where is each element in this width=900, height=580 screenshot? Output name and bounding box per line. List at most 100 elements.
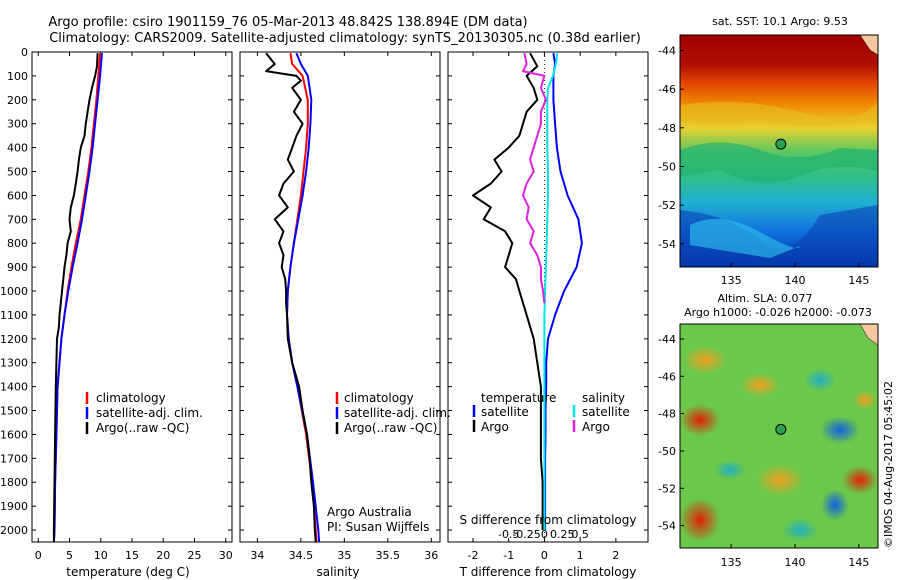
map-lon-tick-label: 140 bbox=[784, 556, 805, 569]
map-lon-tick-label: 145 bbox=[848, 274, 869, 287]
salinity-x-tick-label: 34.5 bbox=[289, 549, 314, 562]
difference-series-temperature-satellite bbox=[544, 53, 583, 530]
depth-tick-label: 1400 bbox=[0, 381, 28, 394]
pi-label: PI: Susan Wijffels bbox=[327, 520, 429, 534]
argo-australia-label: Argo Australia bbox=[327, 505, 412, 519]
temperature-x-tick-label: 5 bbox=[66, 549, 73, 562]
temperature-x-tick-label: 0 bbox=[35, 549, 42, 562]
depth-tick-label: 1000 bbox=[0, 285, 28, 298]
map-lat-tick-label: -50 bbox=[658, 160, 676, 173]
salinity-legend: climatology satellite-adj. clim. Argo(..… bbox=[335, 391, 451, 435]
difference-legend: temperature salinity satellite Argo sate… bbox=[472, 391, 630, 434]
figure-title-line2: Climatology: CARS2009. Satellite-adjuste… bbox=[49, 31, 641, 46]
sla-map-title2: Argo h1000: -0.026 h2000: -0.073 bbox=[684, 306, 872, 319]
legend-satellite-label: satellite-adj. clim. bbox=[96, 406, 203, 420]
sla-map-image bbox=[680, 324, 878, 548]
legend-salinity-header: salinity bbox=[582, 391, 625, 405]
depth-tick-label: 200 bbox=[7, 94, 28, 107]
map-lat-tick-label: -46 bbox=[658, 370, 676, 383]
map-lat-tick-label: -50 bbox=[658, 445, 676, 458]
sst-map-title: sat. SST: 10.1 Argo: 9.53 bbox=[712, 15, 848, 28]
legend-climatology-label: climatology bbox=[344, 391, 414, 405]
sst-map-axis-ticks: -44 -46 -48 -50 -52 -54 135 140 145 bbox=[658, 44, 869, 287]
sal-diff-x-tick-label: -0.25 bbox=[512, 528, 540, 541]
sla-map-axis-ticks: -44 -46 -48 -50 -52 -54 135 140 145 bbox=[658, 333, 869, 569]
depth-tick-label: 0 bbox=[21, 46, 28, 59]
depth-tick-label: 700 bbox=[7, 213, 28, 226]
legend-argo-label: Argo(..raw -QC) bbox=[344, 421, 437, 435]
temperature-series-argo-raw-qc- bbox=[52, 53, 99, 542]
map-lat-tick-label: -44 bbox=[658, 44, 676, 57]
figure-title-line1: Argo profile: csiro 1901159_76 05-Mar-20… bbox=[48, 15, 527, 30]
temperature-axis-ticks: 0 5 10 15 20 25 30 bbox=[35, 52, 233, 562]
legend-temp-satellite-label: satellite bbox=[481, 405, 529, 419]
sst-map-frame bbox=[679, 34, 879, 268]
depth-tick-label: 1200 bbox=[0, 333, 28, 346]
depth-tick-label: 1700 bbox=[0, 452, 28, 465]
s-difference-axis-label: S difference from climatology bbox=[460, 513, 637, 527]
map-lat-tick-label: -48 bbox=[658, 122, 676, 135]
map-lat-tick-label: -46 bbox=[658, 83, 676, 96]
depth-tick-label: 900 bbox=[7, 261, 28, 274]
difference-x-tick-label: 2 bbox=[612, 549, 619, 562]
depth-tick-label: 1500 bbox=[0, 405, 28, 418]
depth-tick-label: 1100 bbox=[0, 309, 28, 322]
difference-x-tick-label: -1 bbox=[503, 549, 514, 562]
map-lat-tick-label: -52 bbox=[658, 482, 676, 495]
sal-diff-x-tick-label: 0.5 bbox=[571, 528, 589, 541]
t-difference-axis-label: T difference from climatology bbox=[459, 565, 637, 579]
legend-sal-argo-label: Argo bbox=[582, 420, 610, 434]
temperature-x-tick-label: 20 bbox=[156, 549, 170, 562]
temperature-x-tick-label: 15 bbox=[125, 549, 139, 562]
difference-x-tick-label: 0 bbox=[541, 549, 548, 562]
difference-panel-frame bbox=[447, 51, 649, 543]
map-lat-tick-label: -52 bbox=[658, 199, 676, 212]
map-lat-tick-label: -54 bbox=[658, 520, 676, 533]
salinity-panel-frame bbox=[239, 51, 441, 543]
difference-series-temperature-argo bbox=[472, 52, 544, 530]
depth-tick-label: 1600 bbox=[0, 428, 28, 441]
depth-tick-label: 1900 bbox=[0, 500, 28, 513]
salinity-series-argo-raw-qc- bbox=[265, 52, 317, 543]
legend-temp-argo-label: Argo bbox=[481, 420, 509, 434]
sla-map-title1: Altim. SLA: 0.077 bbox=[717, 292, 812, 305]
salinity-x-tick-label: 35.5 bbox=[376, 549, 401, 562]
salinity-axis-label: salinity bbox=[316, 565, 359, 579]
legend-climatology-label: climatology bbox=[96, 391, 166, 405]
sal-diff-x-tick-label: 0 bbox=[541, 528, 548, 541]
difference-series-salinity-argo bbox=[522, 53, 547, 304]
map-lon-tick-label: 140 bbox=[784, 274, 805, 287]
depth-tick-label: 600 bbox=[7, 189, 28, 202]
salinity-series-satellite-adj-clim- bbox=[286, 52, 321, 543]
depth-tick-label: 400 bbox=[7, 142, 28, 155]
temperature-x-tick-label: 25 bbox=[188, 549, 202, 562]
depth-tick-label: 100 bbox=[7, 70, 28, 83]
temperature-x-tick-label: 10 bbox=[94, 549, 108, 562]
depth-tick-label: 500 bbox=[7, 166, 28, 179]
salinity-x-tick-label: 35 bbox=[337, 549, 351, 562]
map-lat-tick-label: -44 bbox=[658, 333, 676, 346]
depth-axis-ticks: 0 100 200 300 400 500 600 700 800 900 1000 1100 1200… bbox=[0, 46, 648, 537]
depth-tick-label: 1300 bbox=[0, 357, 28, 370]
legend-sal-satellite-label: satellite bbox=[582, 405, 630, 419]
difference-series-salinity-satellite bbox=[543, 53, 559, 530]
legend-satellite-label: satellite-adj. clim. bbox=[344, 406, 451, 420]
map-lon-tick-label: 145 bbox=[848, 556, 869, 569]
sst-map-image bbox=[680, 35, 878, 267]
difference-axis-ticks: -2 -1 0 1 2 -0.5-0.25 0 0.250.5 bbox=[468, 52, 619, 562]
imos-timestamp: ©IMOS 04-Aug-2017 05:45:02 bbox=[882, 381, 895, 548]
salinity-x-tick-label: 34 bbox=[250, 549, 264, 562]
sla-map-frame bbox=[679, 323, 879, 549]
profile-series-lines bbox=[52, 52, 583, 543]
map-lon-tick-label: 135 bbox=[721, 556, 742, 569]
map-lon-tick-label: 135 bbox=[721, 274, 742, 287]
legend-temperature-header: temperature bbox=[481, 391, 556, 405]
difference-x-tick-label: -2 bbox=[468, 549, 479, 562]
depth-tick-label: 300 bbox=[7, 118, 28, 131]
depth-tick-label: 800 bbox=[7, 237, 28, 250]
map-lat-tick-label: -54 bbox=[658, 238, 676, 251]
sst-float-position-marker bbox=[775, 138, 787, 150]
depth-tick-label: 1800 bbox=[0, 476, 28, 489]
salinity-x-tick-label: 36 bbox=[424, 549, 438, 562]
